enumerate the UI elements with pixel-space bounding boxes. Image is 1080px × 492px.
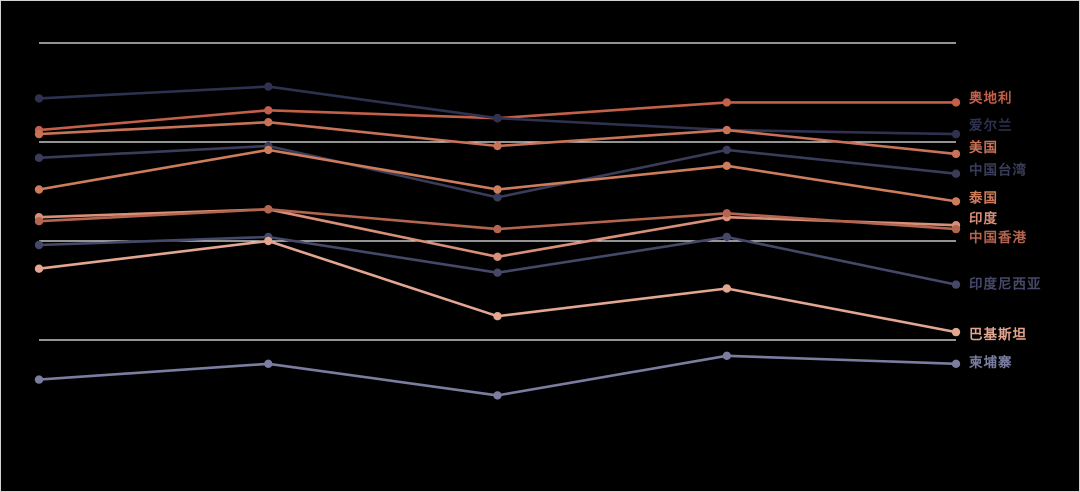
data-point [34, 153, 44, 162]
data-point [493, 185, 502, 194]
data-point [722, 209, 731, 218]
series-label: 爱尔兰 [969, 117, 1013, 134]
data-point [264, 118, 273, 127]
data-point [722, 125, 731, 135]
data-point [493, 268, 502, 277]
data-point [264, 205, 273, 214]
data-point [264, 82, 273, 91]
series-label: 中国香港 [969, 229, 1027, 246]
data-point [34, 240, 44, 250]
data-point [722, 284, 731, 293]
data-point [951, 98, 961, 107]
data-point [951, 197, 961, 206]
series-label: 奥地利 [969, 89, 1013, 106]
data-point [493, 224, 502, 234]
data-point [34, 94, 44, 103]
data-point [34, 375, 44, 384]
data-point [722, 232, 731, 242]
series-label: 印度尼西亚 [969, 276, 1042, 293]
data-point [34, 185, 44, 194]
data-point [264, 145, 273, 155]
series-label: 美国 [969, 139, 998, 156]
data-point [722, 351, 731, 360]
data-point [951, 169, 961, 178]
data-point [951, 224, 961, 234]
data-point [951, 327, 961, 337]
data-point [493, 391, 502, 400]
data-point [264, 236, 273, 246]
data-point [722, 98, 731, 107]
data-point [722, 145, 731, 155]
series-line [37, 354, 958, 397]
series-label: 中国台湾 [969, 162, 1027, 179]
data-point [951, 359, 961, 368]
data-point [493, 193, 502, 202]
data-point [493, 312, 502, 321]
data-point [264, 106, 273, 115]
series-label: 柬埔寨 [969, 354, 1013, 371]
data-point [34, 217, 44, 226]
series-label: 泰国 [968, 189, 998, 206]
data-point [264, 359, 273, 368]
series-label: 印度 [969, 210, 998, 227]
data-point [34, 129, 44, 139]
data-point [493, 252, 502, 261]
data-point [493, 114, 502, 123]
series-label: 巴基斯坦 [969, 326, 1027, 343]
data-point [951, 280, 961, 289]
data-point [951, 149, 961, 159]
data-point [951, 129, 961, 139]
data-point [493, 141, 502, 151]
data-point [34, 264, 44, 273]
data-point [722, 161, 731, 170]
